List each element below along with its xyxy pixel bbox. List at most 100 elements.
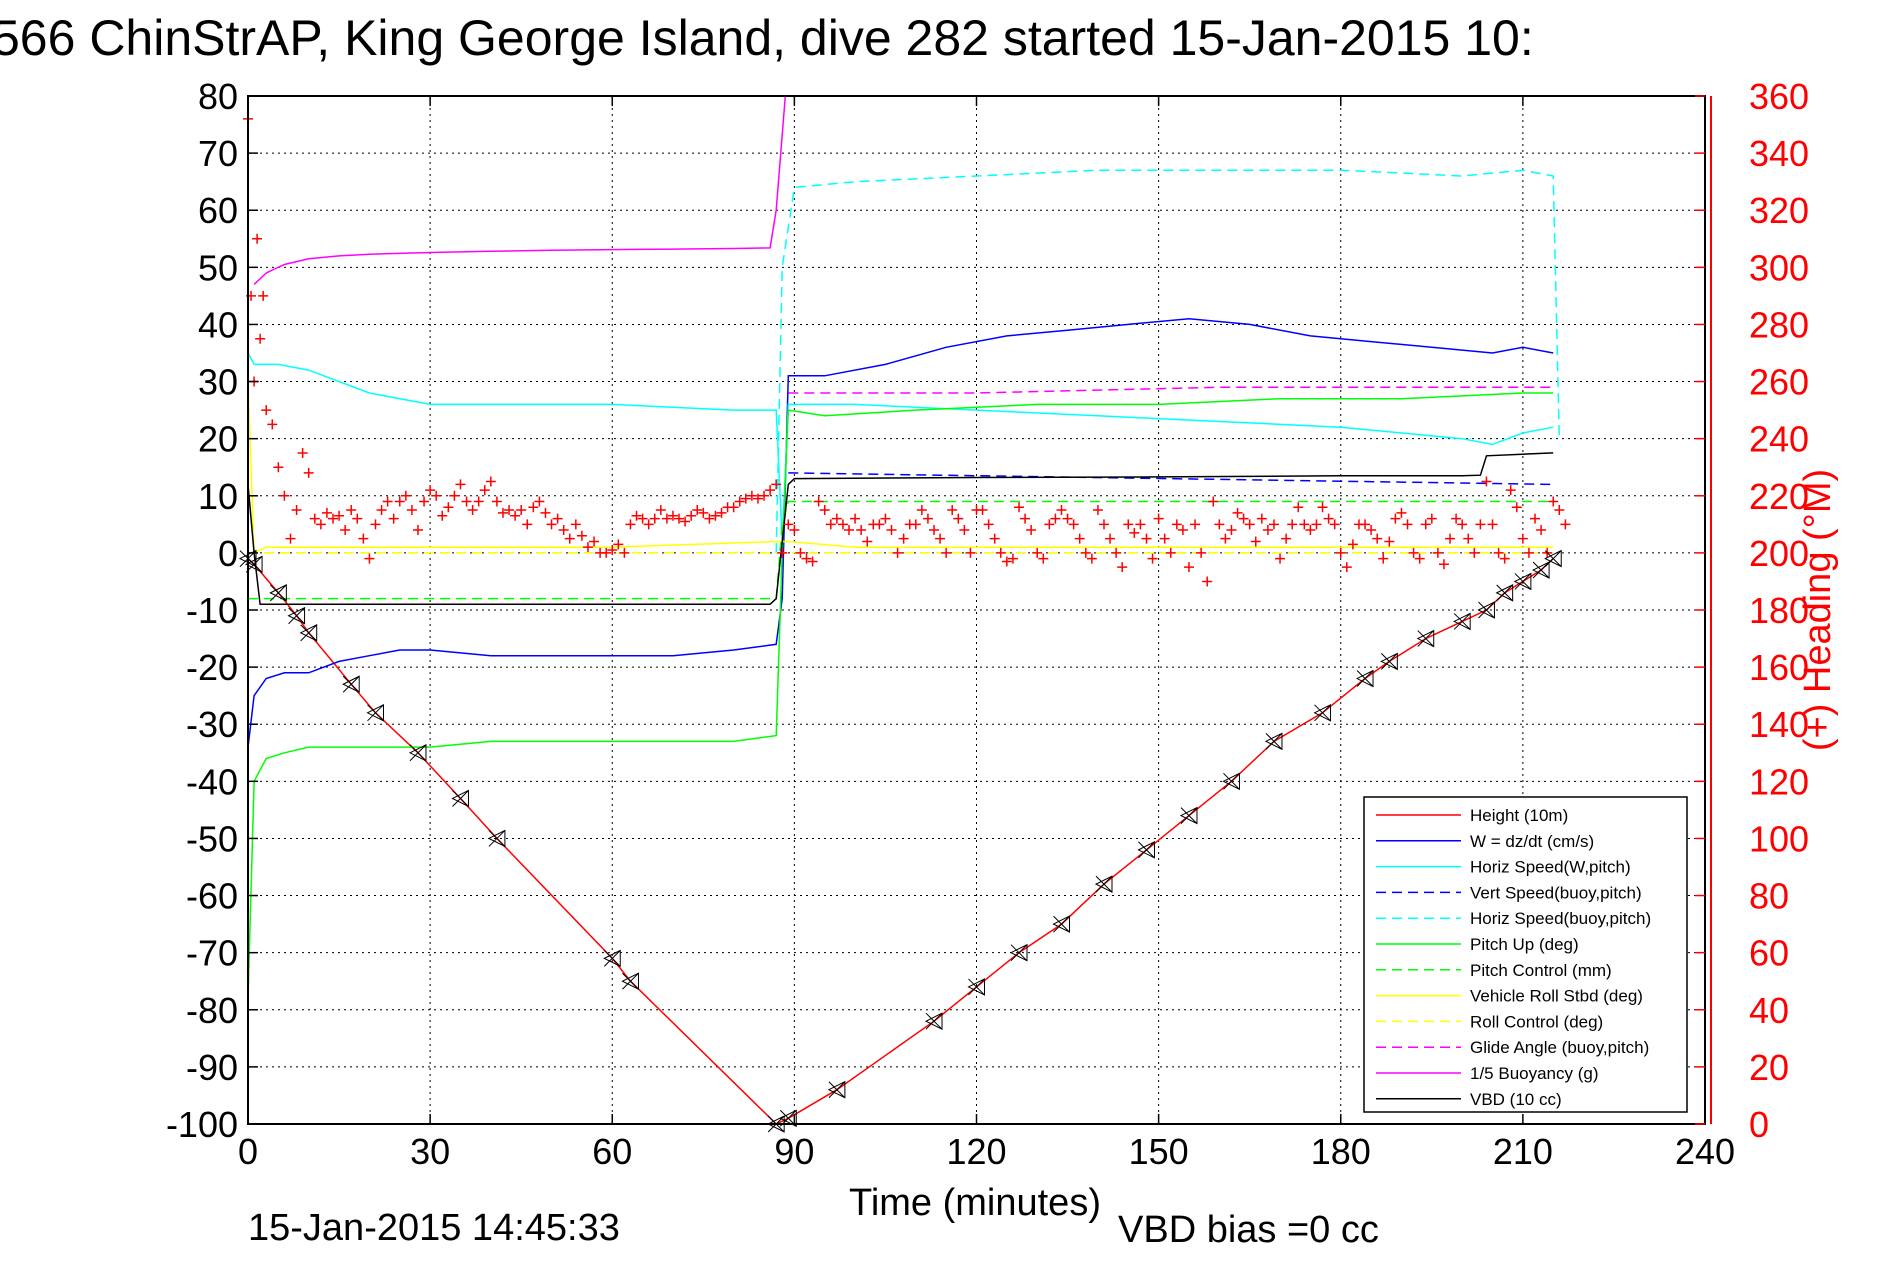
heading-point xyxy=(1165,547,1176,558)
height-marker xyxy=(1513,572,1532,591)
heading-point xyxy=(716,507,727,518)
heading-point xyxy=(825,519,836,530)
y2-tick-label: 280 xyxy=(1749,304,1809,345)
heading-point xyxy=(625,519,636,530)
y2-tick-label: 80 xyxy=(1749,876,1789,917)
heading-point xyxy=(504,505,515,516)
series-line xyxy=(247,317,1554,748)
heading-point xyxy=(1141,533,1152,544)
heading-point xyxy=(358,533,369,544)
heading-point xyxy=(710,510,721,521)
heading-point xyxy=(589,536,600,547)
y-tick-label: 0 xyxy=(218,533,238,574)
heading-point xyxy=(412,525,423,536)
heading-point xyxy=(334,510,345,521)
heading-point xyxy=(831,513,842,524)
heading-point xyxy=(419,496,430,507)
heading-point xyxy=(728,502,739,513)
heading-point xyxy=(1299,519,1310,530)
heading-point xyxy=(425,485,436,496)
y2-tick-label: 120 xyxy=(1749,761,1809,802)
heading-point xyxy=(1226,525,1237,536)
series-layer xyxy=(247,95,1561,1125)
heading-point xyxy=(1020,513,1031,524)
heading-series xyxy=(243,113,1571,587)
legend-label: Horiz Speed(W,pitch) xyxy=(1470,858,1631,877)
heading-point xyxy=(995,547,1006,558)
heading-point xyxy=(613,539,624,550)
series-line xyxy=(248,500,1554,600)
height-marker xyxy=(1544,549,1562,568)
heading-point xyxy=(661,513,672,524)
heading-point xyxy=(680,516,691,527)
footer-timestamp: 15-Jan-2015 14:45:33 xyxy=(248,1207,620,1249)
heading-point xyxy=(1487,519,1498,530)
heading-point xyxy=(303,467,314,478)
y-axis-ticks: -100-90-80-70-60-50-40-30-20-10010203040… xyxy=(166,76,258,1145)
heading-point xyxy=(983,519,994,530)
heading-point xyxy=(1372,533,1383,544)
heading-point xyxy=(837,519,848,530)
legend-label: 1/5 Buoyancy (g) xyxy=(1470,1064,1599,1083)
y-tick-label: 40 xyxy=(198,304,238,345)
y-tick-label: 60 xyxy=(198,190,238,231)
heading-point xyxy=(1244,519,1255,530)
y-tick-label: -70 xyxy=(186,933,238,974)
heading-point xyxy=(1335,547,1346,558)
series-line xyxy=(788,386,1554,394)
y2-tick-label: 0 xyxy=(1749,1104,1769,1145)
heading-point xyxy=(1026,525,1037,536)
heading-point xyxy=(510,510,521,521)
legend-label: Vert Speed(buoy,pitch) xyxy=(1470,883,1642,902)
heading-point xyxy=(382,496,393,507)
heading-point xyxy=(1117,562,1128,573)
height-marker xyxy=(1355,669,1374,688)
heading-point xyxy=(1177,525,1188,536)
heading-point xyxy=(540,507,551,518)
heading-point xyxy=(1268,519,1279,530)
heading-point xyxy=(777,547,788,558)
heading-point xyxy=(1560,519,1571,530)
heading-point xyxy=(1463,533,1474,544)
heading-point xyxy=(935,533,946,544)
height-marker xyxy=(1009,943,1028,962)
heading-point xyxy=(1171,519,1182,530)
series-line xyxy=(775,169,1561,553)
heading-point xyxy=(686,510,697,521)
heading-point xyxy=(1032,547,1043,558)
legend-label: Horiz Speed(buoy,pitch) xyxy=(1470,909,1651,928)
y2-tick-label: 140 xyxy=(1749,704,1809,745)
height-marker xyxy=(287,606,306,625)
heading-point xyxy=(752,493,763,504)
heading-point xyxy=(1208,496,1219,507)
height-marker xyxy=(342,675,360,694)
heading-point xyxy=(655,505,666,516)
legend-box xyxy=(1363,796,1688,1113)
heading-point xyxy=(1445,533,1456,544)
heading-point xyxy=(1202,576,1213,587)
heading-point xyxy=(1038,553,1049,564)
heading-point xyxy=(491,496,502,507)
heading-point xyxy=(443,502,454,513)
height-marker xyxy=(408,743,427,762)
heading-point xyxy=(327,513,338,524)
heading-point xyxy=(844,525,855,536)
heading-point xyxy=(558,525,569,536)
heading-point xyxy=(1548,496,1559,507)
y2-tick-label: 200 xyxy=(1749,533,1809,574)
heading-point xyxy=(637,513,648,524)
heading-point xyxy=(564,533,575,544)
heading-point xyxy=(528,502,539,513)
heading-point xyxy=(340,525,351,536)
heading-point xyxy=(746,490,757,501)
heading-point xyxy=(1530,513,1541,524)
height-marker xyxy=(967,978,985,996)
heading-point xyxy=(437,510,448,521)
heading-point xyxy=(1517,533,1528,544)
y2-tick-label: 100 xyxy=(1749,818,1809,859)
y2-tick-label: 360 xyxy=(1749,76,1809,117)
heading-point xyxy=(692,505,703,516)
y-tick-label: -10 xyxy=(186,590,238,631)
height-marker xyxy=(1477,601,1495,619)
y2-tick-label: 240 xyxy=(1749,419,1809,460)
